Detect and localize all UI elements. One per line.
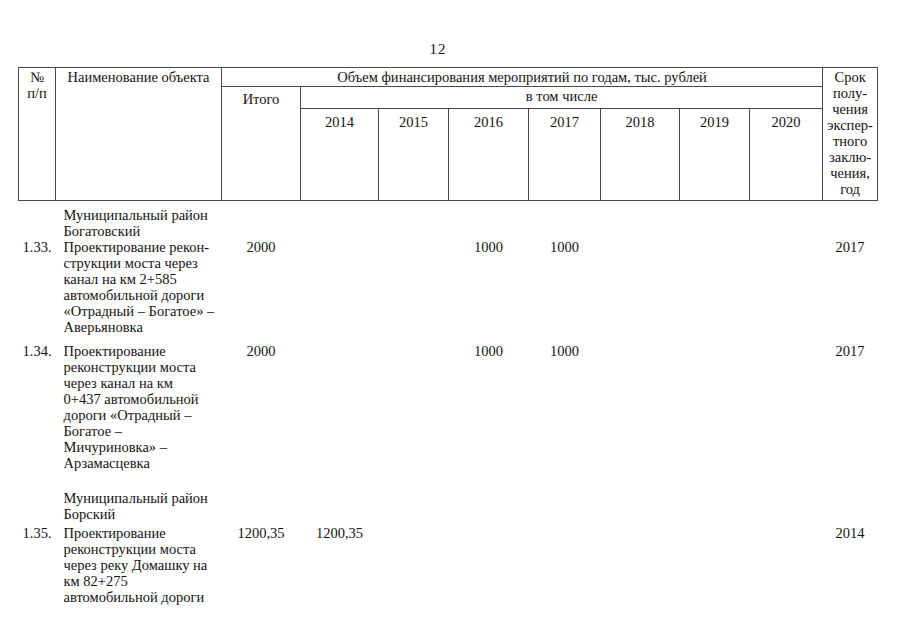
col-header-year-2015: 2015	[379, 109, 449, 201]
cell-total: 2000	[222, 239, 301, 335]
page-number: 12	[0, 41, 876, 58]
table-body: Муниципальный район Богатовский 1.33. Пр…	[19, 201, 878, 606]
cell-2016: 1000	[449, 239, 529, 335]
col-header-financing-volume: Объем финансирования мероприятий по года…	[222, 68, 823, 87]
cell-2015	[379, 335, 449, 471]
table-row-1-33: 1.33. Проектирование рекон- струкции мос…	[19, 239, 878, 335]
col-header-object-name: Наименование объекта	[56, 68, 222, 201]
cell-2016	[449, 471, 529, 522]
cell-2018	[601, 471, 680, 522]
cell-2017	[529, 471, 601, 522]
cell-2020	[750, 522, 823, 605]
section-title: Муниципальный район Богатовский	[56, 201, 222, 240]
col-header-year-2019: 2019	[680, 109, 750, 201]
cell-2019	[680, 201, 750, 240]
cell-total	[222, 201, 301, 240]
section-row-borsky: Муниципальный район Борский	[19, 471, 878, 522]
cell-2018	[601, 201, 680, 240]
cell-number: 1.34.	[19, 335, 56, 471]
cell-2016	[449, 201, 529, 240]
cell-number: 1.35.	[19, 522, 56, 605]
cell-number	[19, 471, 56, 522]
cell-2015	[379, 522, 449, 605]
table-row-1-35: 1.35. Проектирование реконструкции моста…	[19, 522, 878, 605]
cell-2014	[301, 335, 379, 471]
table-row-1-34: 1.34. Проектирование реконструкции моста…	[19, 335, 878, 471]
cell-2020	[750, 471, 823, 522]
document-page: 12 № п/п Наименование объекта Объем фина…	[0, 0, 905, 640]
table-header: № п/п Наименование объекта Объем финанси…	[19, 68, 878, 201]
col-header-total: Итого	[222, 87, 301, 201]
cell-2015	[379, 239, 449, 335]
cell-total: 1200,35	[222, 522, 301, 605]
cell-2019	[680, 471, 750, 522]
cell-2017	[529, 201, 601, 240]
cell-deadline	[823, 201, 878, 240]
cell-total	[222, 471, 301, 522]
section-row-bogatovsky: Муниципальный район Богатовский	[19, 201, 878, 240]
cell-2016	[449, 522, 529, 605]
cell-deadline: 2017	[823, 239, 878, 335]
cell-2016: 1000	[449, 335, 529, 471]
cell-2015	[379, 471, 449, 522]
cell-object-name: Проектирование реконструкции моста через…	[56, 335, 222, 471]
col-header-including: в том числе	[301, 87, 823, 109]
cell-2020	[750, 201, 823, 240]
header-row-1: № п/п Наименование объекта Объем финанси…	[19, 68, 878, 87]
col-header-year-2017: 2017	[529, 109, 601, 201]
cell-object-name: Проектирование рекон- струкции моста чер…	[56, 239, 222, 335]
col-header-year-2016: 2016	[449, 109, 529, 201]
col-header-year-2014: 2014	[301, 109, 379, 201]
cell-total: 2000	[222, 335, 301, 471]
cell-2020	[750, 239, 823, 335]
section-title: Муниципальный район Борский	[56, 471, 222, 522]
cell-2018	[601, 335, 680, 471]
col-header-year-2018: 2018	[601, 109, 680, 201]
cell-2018	[601, 239, 680, 335]
cell-2019	[680, 522, 750, 605]
cell-2014	[301, 201, 379, 240]
cell-2017: 1000	[529, 239, 601, 335]
cell-2018	[601, 522, 680, 605]
cell-2015	[379, 201, 449, 240]
col-header-number: № п/п	[19, 68, 56, 201]
cell-2014: 1200,35	[301, 522, 379, 605]
cell-deadline: 2014	[823, 522, 878, 605]
cell-2019	[680, 335, 750, 471]
cell-2017	[529, 522, 601, 605]
financing-table: № п/п Наименование объекта Объем финанси…	[18, 67, 878, 605]
cell-2014	[301, 239, 379, 335]
col-header-expert-deadline: Срок полу- чения экспер- тного заклю- че…	[823, 68, 878, 201]
cell-number	[19, 201, 56, 240]
cell-deadline	[823, 471, 878, 522]
cell-2020	[750, 335, 823, 471]
cell-deadline: 2017	[823, 335, 878, 471]
cell-2019	[680, 239, 750, 335]
col-header-year-2020: 2020	[750, 109, 823, 201]
cell-2017: 1000	[529, 335, 601, 471]
cell-number: 1.33.	[19, 239, 56, 335]
cell-object-name: Проектирование реконструкции моста через…	[56, 522, 222, 605]
cell-2014	[301, 471, 379, 522]
